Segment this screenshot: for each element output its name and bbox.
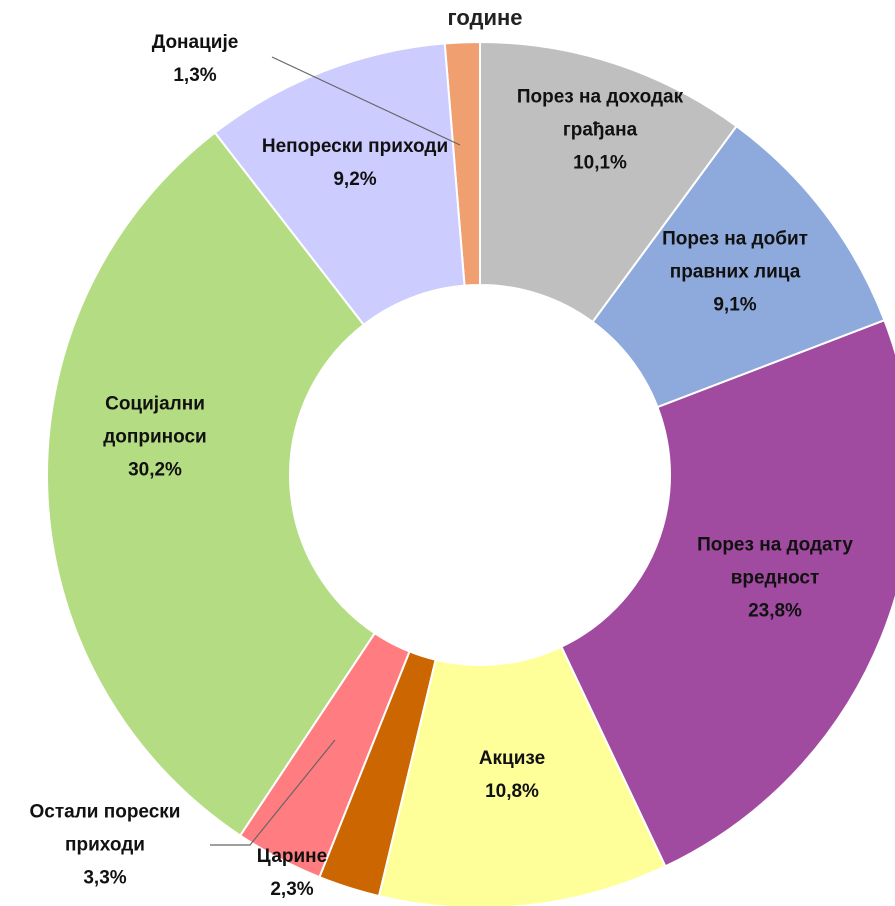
slice [479, 40, 738, 324]
value-label: 30,2% [128, 459, 182, 481]
slice-label: Непорески приходи 9,2% [220, 130, 490, 196]
leader-line [271, 56, 461, 146]
category-label: Донације [151, 32, 239, 53]
category-label: Акцизе [478, 748, 546, 769]
slice-label: Царине 2,3% [232, 840, 352, 906]
value-label: 2,3% [270, 879, 314, 900]
category-label: Социјални доприноси [103, 393, 207, 448]
chart-title: године [447, 5, 523, 30]
value-label: 3,3% [83, 867, 127, 889]
category-label: Порез на доходак грађана [516, 86, 684, 141]
slice-label: Социјални доприноси 30,2% [90, 388, 220, 487]
slice-label: Донације 1,3% [125, 26, 265, 92]
slice-label: Порез на добит правних лица 9,1% [638, 223, 833, 322]
slice-label: Порез на додату вредност 23,8% [673, 529, 878, 628]
slice-label: Акцизе 10,8% [437, 742, 587, 808]
category-label: Порез на добит правних лица [662, 228, 808, 283]
value-label: 9,1% [713, 294, 757, 316]
leader-line [210, 739, 336, 846]
value-label: 23,8% [748, 600, 802, 622]
category-label: Остали порески приходи [29, 801, 181, 856]
category-label: Царине [256, 846, 328, 867]
slice [560, 318, 895, 868]
category-label: Порез на додату вредност [697, 534, 853, 589]
slice [238, 631, 411, 879]
value-label: 1,3% [173, 65, 217, 86]
value-label: 10,8% [485, 781, 539, 802]
slice [46, 131, 377, 837]
slice-label: Порез на доходак грађана 10,1% [480, 81, 720, 180]
slice [377, 645, 667, 906]
slice [318, 650, 437, 898]
slice-label: Остали порески приходи 3,3% [13, 796, 198, 895]
slice [213, 42, 466, 327]
value-label: 10,1% [573, 152, 627, 174]
value-label: 9,2% [333, 169, 377, 190]
slice [591, 124, 886, 409]
category-label: Непорески приходи [261, 136, 449, 157]
